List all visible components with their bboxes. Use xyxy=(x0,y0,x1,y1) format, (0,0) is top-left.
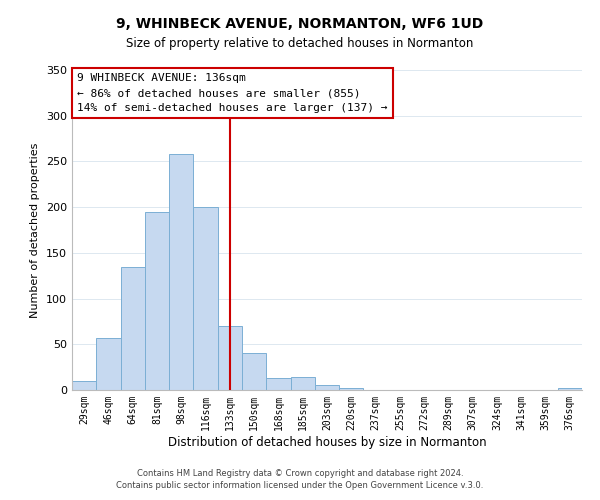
Y-axis label: Number of detached properties: Number of detached properties xyxy=(31,142,40,318)
Text: Size of property relative to detached houses in Normanton: Size of property relative to detached ho… xyxy=(127,38,473,51)
Bar xyxy=(169,154,193,390)
Bar xyxy=(96,338,121,390)
Bar xyxy=(121,266,145,390)
Bar xyxy=(290,377,315,390)
Bar xyxy=(315,384,339,390)
Bar xyxy=(218,326,242,390)
Bar xyxy=(558,388,582,390)
X-axis label: Distribution of detached houses by size in Normanton: Distribution of detached houses by size … xyxy=(167,436,487,448)
Text: 9, WHINBECK AVENUE, NORMANTON, WF6 1UD: 9, WHINBECK AVENUE, NORMANTON, WF6 1UD xyxy=(116,18,484,32)
Bar xyxy=(72,381,96,390)
Bar xyxy=(339,388,364,390)
Bar xyxy=(193,207,218,390)
Bar xyxy=(266,378,290,390)
Text: Contains public sector information licensed under the Open Government Licence v.: Contains public sector information licen… xyxy=(116,481,484,490)
Bar xyxy=(242,352,266,390)
Text: Contains HM Land Registry data © Crown copyright and database right 2024.: Contains HM Land Registry data © Crown c… xyxy=(137,468,463,477)
Text: 9 WHINBECK AVENUE: 136sqm
← 86% of detached houses are smaller (855)
14% of semi: 9 WHINBECK AVENUE: 136sqm ← 86% of detac… xyxy=(77,73,388,113)
Bar xyxy=(145,212,169,390)
